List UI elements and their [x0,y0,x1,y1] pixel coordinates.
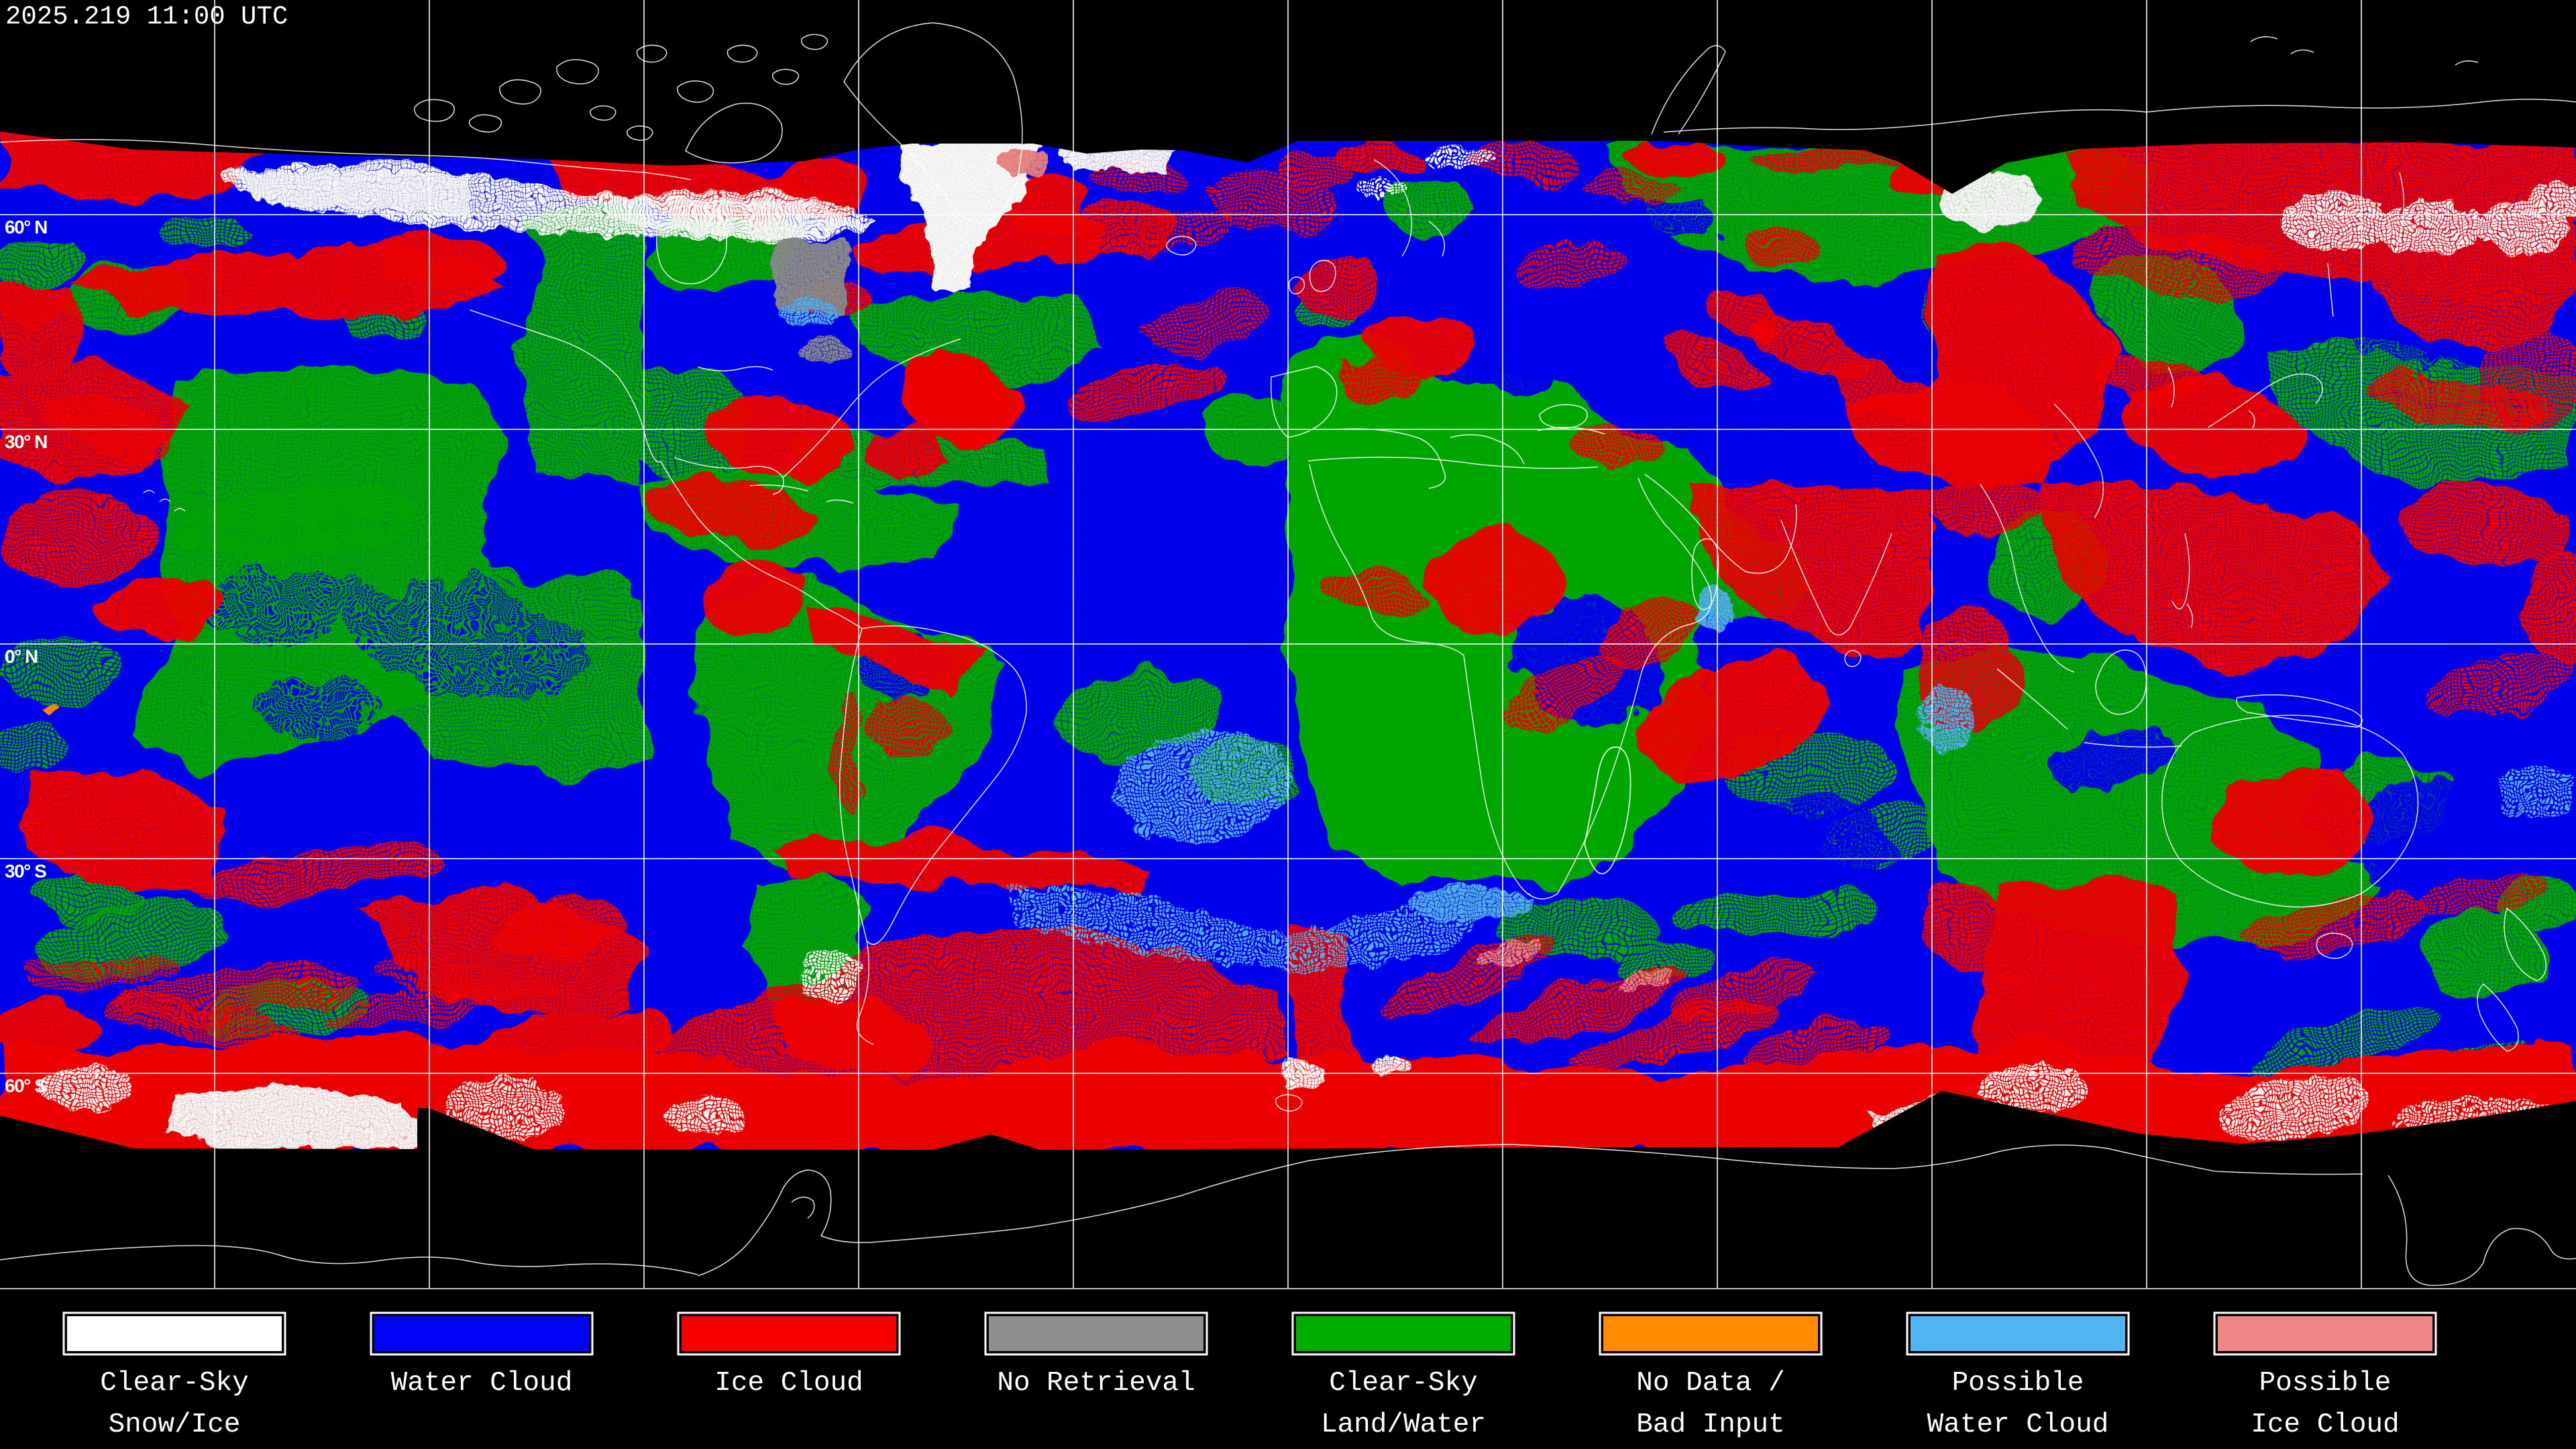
svg-text:Clear-Sky: Clear-Sky [100,1368,248,1399]
svg-text:0° N: 0° N [5,646,38,667]
svg-text:No Retrieval: No Retrieval [997,1368,1195,1399]
svg-text:No Data /: No Data / [1636,1368,1784,1399]
svg-text:Ice Cloud: Ice Cloud [2251,1409,2399,1440]
svg-text:30° N: 30° N [5,431,47,452]
svg-text:Possible: Possible [2259,1368,2392,1399]
svg-text:Land/Water: Land/Water [1321,1409,1486,1440]
svg-text:Possible: Possible [1952,1368,2084,1399]
svg-text:Water Cloud: Water Cloud [391,1368,573,1399]
svg-text:2025.219 11:00 UTC: 2025.219 11:00 UTC [5,2,288,32]
svg-text:60° N: 60° N [5,217,47,237]
svg-text:60° S: 60° S [5,1075,46,1096]
svg-text:Clear-Sky: Clear-Sky [1329,1368,1477,1399]
svg-text:Ice Cloud: Ice Cloud [714,1368,863,1399]
svg-text:Water Cloud: Water Cloud [1927,1409,2109,1440]
svg-text:Snow/Ice: Snow/Ice [109,1409,241,1440]
svg-text:Bad Input: Bad Input [1636,1409,1784,1440]
svg-text:30° S: 30° S [5,861,46,881]
